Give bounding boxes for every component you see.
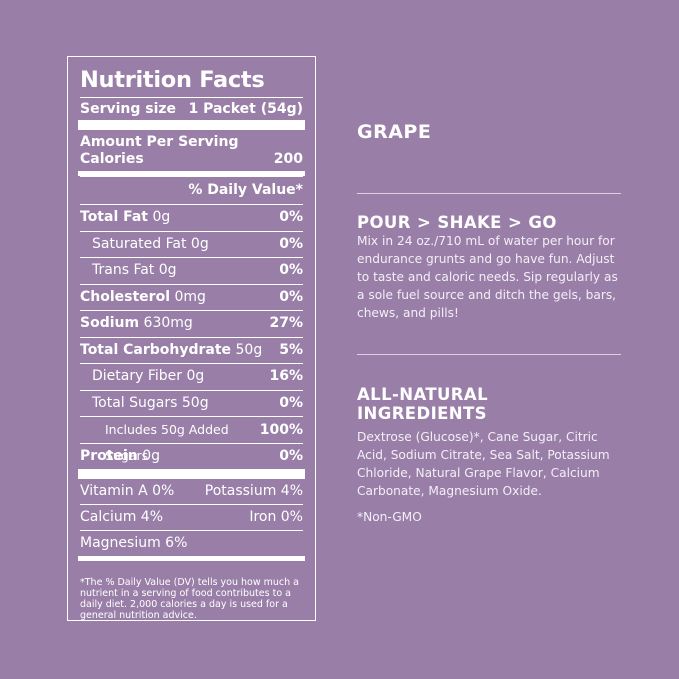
nutrient-name: Saturated Fat [92, 235, 187, 252]
vitamin-row-1: Vitamin A 0% Potassium 4% [80, 479, 303, 504]
nutrient-name: Trans Fat [92, 262, 155, 278]
medium-divider [78, 556, 305, 561]
nutrient-amount: 630mg [143, 315, 193, 331]
nutrient-amount: 0g [142, 447, 160, 464]
nutrient-name: Includes 50g Added Sugars [105, 422, 229, 463]
nutrient-row-dietary-fiber: Dietary Fiber 0g 16% [80, 363, 303, 390]
nutrient-name: Dietary Fiber [92, 368, 183, 384]
serving-size-value: 1 Packet (54g) [188, 101, 303, 117]
nutrient-row-trans-fat: Trans Fat 0g 0% [80, 257, 303, 284]
nutrient-amount: 0g [186, 368, 205, 384]
nutrient-amount: 0g [190, 235, 209, 252]
nutrient-row-added-sugars: Includes 50g Added Sugars 100% [80, 416, 303, 463]
ingredients-text: Dextrose (Glucose)*, Cane Sugar, Citric … [357, 430, 610, 498]
vitamin-row-2: Calcium 4% Iron 0% [80, 504, 303, 530]
nutrient-amount: 0mg [174, 288, 206, 305]
directions-text: Mix in 24 oz./710 mL of water per hour f… [357, 234, 618, 320]
nutrient-row-saturated-fat: Saturated Fat 0g 0% [80, 230, 303, 258]
calories-label: Calories [80, 151, 144, 167]
nutrient-dv: 5% [279, 341, 303, 358]
nutrient-amount: 50g [235, 341, 263, 358]
nutrient-dv: 0% [279, 394, 303, 411]
daily-value-header: % Daily Value* [80, 176, 303, 204]
thick-divider [78, 469, 305, 479]
iron: Iron 0% [249, 509, 303, 525]
potassium: Potassium 4% [204, 483, 303, 499]
nutrient-name: Sodium [80, 315, 140, 331]
calories-value: 200 [273, 151, 303, 167]
nutrient-amount: 0g [152, 209, 171, 225]
nutrient-dv: 16% [269, 368, 303, 384]
vitamin-a: Vitamin A 0% [80, 483, 175, 499]
ingredients-heading: ALL-NATURAL INGREDIENTS [357, 385, 488, 423]
magnesium: Magnesium 6% [80, 535, 188, 551]
nutrient-dv: 0% [279, 209, 303, 225]
nutrient-dv: 0% [279, 447, 303, 464]
nutrient-dv: 100% [259, 422, 303, 438]
nutrient-name: Total Fat [80, 209, 149, 225]
nutrient-amount: 0g [158, 262, 177, 278]
serving-size-row: Serving size 1 Packet (54g) [80, 97, 303, 120]
nutrient-row-total-carbohydrate: Total Carbohydrate 50g 5% [80, 336, 303, 364]
nutrient-dv: 0% [279, 262, 303, 278]
vitamin-row-3: Magnesium 6% [80, 530, 303, 556]
nutrient-name: Total Carbohydrate [80, 341, 232, 358]
nutrition-facts-title: Nutrition Facts [80, 67, 265, 93]
nutrient-row-total-sugars: Total Sugars 50g 0% [80, 389, 303, 417]
ingredients-section: ALL-NATURAL INGREDIENTS Dextrose (Glucos… [357, 385, 621, 526]
nutrient-row-sodium: Sodium 630mg 27% [80, 310, 303, 337]
nutrient-row-total-fat: Total Fat 0g 0% [80, 204, 303, 231]
nutrient-name: Cholesterol [80, 288, 170, 305]
calories-row: Calories 200 [80, 150, 303, 171]
nutrient-dv: 0% [279, 288, 303, 305]
directions-heading: POUR > SHAKE > GO [357, 213, 557, 232]
thick-divider [78, 120, 305, 130]
nutrient-name: Total Sugars [92, 394, 178, 411]
flavor-title: GRAPE [357, 121, 432, 143]
nutrient-row-protein: Protein 0g 0% [80, 442, 303, 470]
medium-divider [78, 171, 305, 176]
nutrient-row-cholesterol: Cholesterol 0mg 0% [80, 283, 303, 311]
nutrient-name: Protein [80, 447, 138, 464]
nutrient-dv: 27% [269, 315, 303, 331]
calcium: Calcium 4% [80, 509, 164, 525]
nutrient-amount: 50g [181, 394, 209, 411]
section-divider [357, 354, 621, 355]
amount-per-serving: Amount Per Serving [80, 134, 239, 150]
nutrition-facts-label: Nutrition Facts Serving size 1 Packet (5… [67, 56, 316, 621]
daily-value-footnote: *The % Daily Value (DV) tells you how mu… [80, 577, 300, 621]
directions-section: POUR > SHAKE > GO Mix in 24 oz./710 mL o… [357, 213, 621, 322]
nutrient-dv: 0% [279, 235, 303, 252]
serving-size-label: Serving size [80, 101, 177, 117]
section-divider [357, 193, 621, 194]
non-gmo-note: *Non-GMO [357, 510, 422, 524]
